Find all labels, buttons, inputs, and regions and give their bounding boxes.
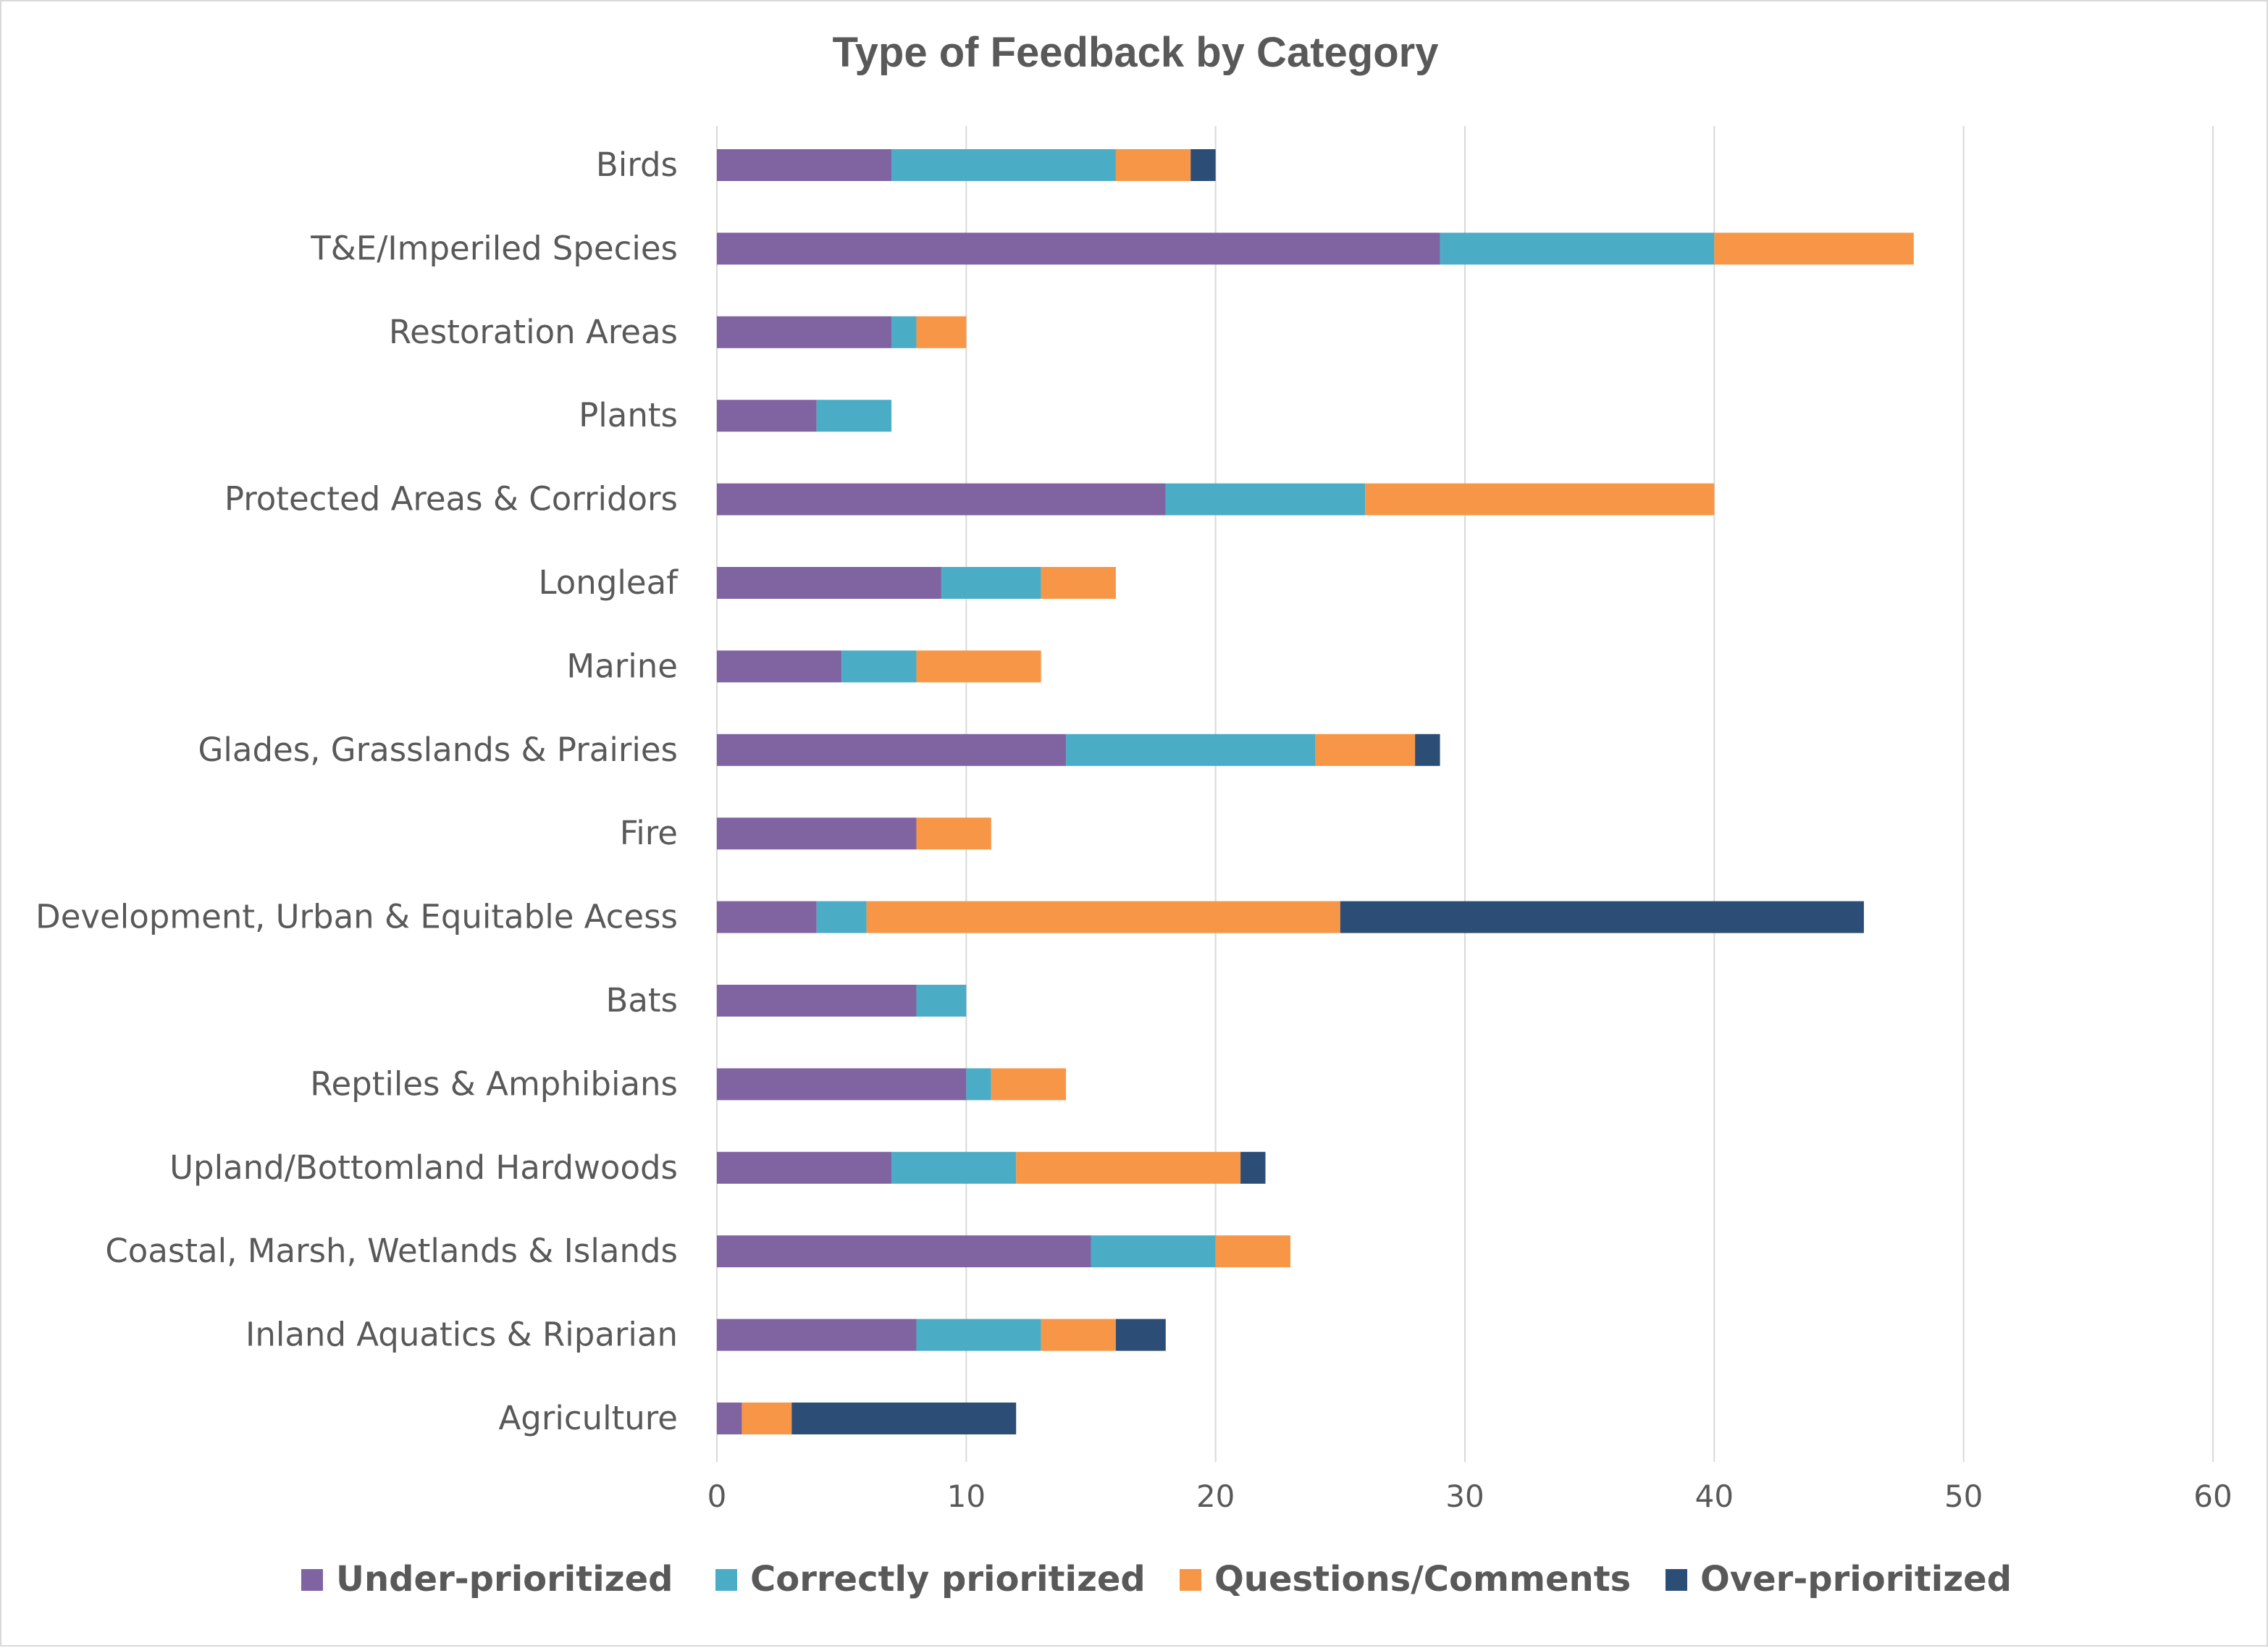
category-label: Reptiles & Amphibians — [310, 1064, 678, 1103]
bars — [717, 149, 1914, 1434]
bar-segment — [916, 316, 967, 348]
category-label: Protected Areas & Corridors — [224, 480, 678, 518]
category-label: Fire — [620, 814, 678, 852]
category-label: Development, Urban & Equitable Acess — [35, 898, 678, 936]
bar-segment — [717, 483, 1166, 516]
legend-label: Under-prioritized — [336, 1559, 673, 1599]
bar-segment — [717, 400, 817, 432]
bar-segment — [1165, 483, 1366, 516]
legend-swatch — [1180, 1569, 1201, 1591]
bar-segment — [991, 1068, 1067, 1101]
category-labels: Birds T&E/Imperiled Species Restoration Ar… — [35, 146, 679, 1437]
bar-segment — [1415, 733, 1440, 766]
bar-segment — [1016, 1151, 1241, 1184]
bar-segment — [1365, 483, 1715, 516]
category-label: T&E/Imperiled Species — [310, 229, 678, 267]
bar-segment — [891, 1151, 1017, 1184]
gridlines — [716, 126, 2214, 1462]
legend: Under-prioritized Correctly prioritized Qu… — [301, 1559, 2012, 1599]
bar-segment — [717, 1068, 967, 1101]
bar-segment — [916, 985, 967, 1017]
category-label: Marine — [566, 647, 678, 685]
bar-segment — [1115, 149, 1191, 181]
bar-segment — [717, 149, 892, 181]
bar-segment — [816, 400, 892, 432]
bar-segment — [717, 1403, 742, 1434]
bar-segment — [1714, 232, 1914, 265]
bar-segment — [717, 901, 817, 933]
bar-segment — [1091, 1235, 1216, 1268]
bar-segment — [1340, 901, 1864, 933]
category-label: Plants — [579, 396, 678, 434]
bar-segment — [717, 817, 917, 850]
x-tick-label: 0 — [707, 1479, 727, 1514]
bar-segment — [1115, 1319, 1166, 1351]
bar-segment — [916, 650, 1041, 683]
x-tick-label: 20 — [1196, 1479, 1235, 1514]
bar-segment — [717, 232, 1440, 265]
x-tick-label: 10 — [947, 1479, 986, 1514]
x-tick-label: 60 — [2193, 1479, 2232, 1514]
category-label: Longleaf — [538, 563, 679, 602]
category-label: Upland/Bottomland Hardwoods — [169, 1148, 678, 1187]
bar-segment — [717, 567, 941, 599]
bar-segment — [891, 149, 1116, 181]
bar-segment — [1190, 149, 1216, 181]
bar-segment — [1440, 232, 1715, 265]
bar-segment — [816, 901, 867, 933]
x-tick-label: 30 — [1445, 1479, 1484, 1514]
legend-label: Correctly prioritized — [750, 1559, 1146, 1599]
bar-segment — [841, 650, 917, 683]
legend-swatch — [715, 1569, 737, 1591]
bar-segment — [1066, 733, 1316, 766]
bar-segment — [916, 817, 991, 850]
category-label: Agriculture — [499, 1399, 678, 1437]
bar-segment — [717, 1151, 892, 1184]
bar-segment — [717, 650, 842, 683]
legend-swatch — [301, 1569, 323, 1591]
bar-segment — [717, 316, 892, 348]
category-label: Restoration Areas — [389, 313, 678, 351]
chart-title: Type of Feedback by Category — [833, 29, 1439, 76]
bar-segment — [742, 1403, 792, 1434]
legend-swatch — [1666, 1569, 1687, 1591]
bar-segment — [866, 901, 1340, 933]
x-tick-label: 50 — [1944, 1479, 1983, 1514]
bar-segment — [916, 1319, 1041, 1351]
bar-segment — [1315, 733, 1416, 766]
bar-segment — [791, 1403, 1017, 1434]
bar-segment — [941, 567, 1041, 599]
bar-segment — [717, 1319, 917, 1351]
category-label: Bats — [605, 981, 678, 1020]
bar-segment — [1215, 1235, 1290, 1268]
bar-segment — [1240, 1151, 1266, 1184]
bar-segment — [717, 733, 1067, 766]
bar-segment — [717, 1235, 1091, 1268]
bar-segment — [717, 985, 917, 1017]
category-label: Coastal, Marsh, Wetlands & Islands — [105, 1232, 678, 1270]
bar-segment — [891, 316, 917, 348]
bar-segment — [1041, 1319, 1116, 1351]
category-label: Glades, Grasslands & Prairies — [198, 731, 678, 769]
bar-segment — [1041, 567, 1116, 599]
category-label: Birds — [596, 146, 678, 184]
category-label: Inland Aquatics & Riparian — [245, 1316, 678, 1354]
legend-label: Questions/Comments — [1214, 1559, 1631, 1599]
x-axis-tick-labels: 0 10 20 30 40 50 60 — [707, 1479, 2233, 1514]
x-tick-label: 40 — [1695, 1479, 1734, 1514]
bar-segment — [966, 1068, 991, 1101]
legend-label: Over-prioritized — [1700, 1559, 2012, 1599]
